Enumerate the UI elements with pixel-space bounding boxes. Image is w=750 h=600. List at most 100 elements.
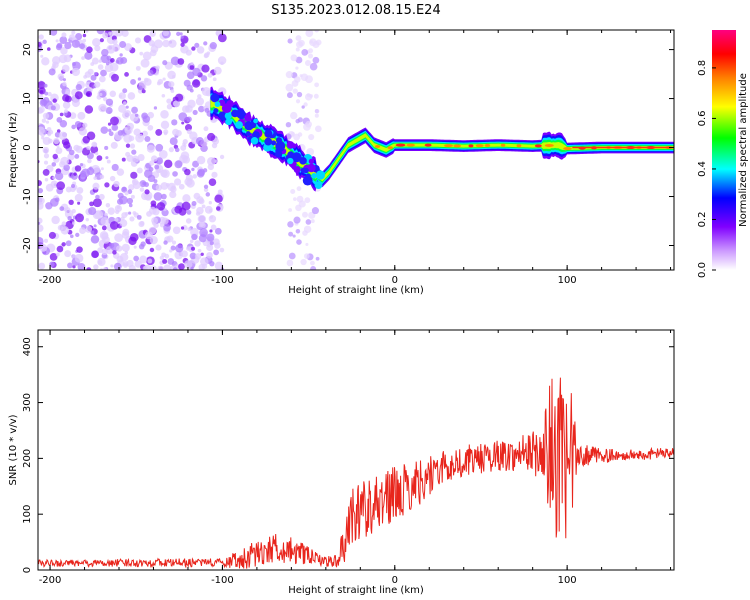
noise-blob xyxy=(110,264,114,268)
noise-blob xyxy=(60,156,69,166)
noise-blob xyxy=(315,39,322,46)
ridge-blob xyxy=(293,165,301,174)
noise-blob xyxy=(169,137,178,146)
noise-blob xyxy=(314,113,319,118)
noise-blob xyxy=(213,249,219,256)
noise-blob xyxy=(54,197,60,203)
noise-blob xyxy=(184,260,193,269)
noise-blob xyxy=(190,61,194,66)
noise-blob xyxy=(72,61,76,66)
noise-blob xyxy=(94,45,101,52)
noise-blob xyxy=(208,208,213,213)
ridge-blob xyxy=(291,152,302,163)
noise-blob xyxy=(74,91,83,100)
noise-blob xyxy=(91,250,99,259)
noise-blob xyxy=(153,179,158,184)
noise-blob xyxy=(309,40,313,44)
noise-blob xyxy=(47,47,51,51)
noise-blob xyxy=(145,194,152,201)
noise-blob xyxy=(143,77,149,83)
noise-blob xyxy=(206,244,214,252)
noise-blob xyxy=(295,228,301,234)
noise-blob xyxy=(41,118,47,123)
noise-blob xyxy=(172,267,178,270)
noise-blob xyxy=(208,215,217,223)
noise-blob xyxy=(303,102,308,107)
noise-blob xyxy=(93,224,97,228)
noise-blob xyxy=(161,169,170,178)
noise-blob xyxy=(149,49,157,57)
noise-blob xyxy=(154,164,160,170)
noise-blob xyxy=(288,252,296,260)
noise-blob xyxy=(311,207,319,215)
noise-blob xyxy=(109,175,116,182)
noise-blob xyxy=(158,149,168,159)
noise-blob xyxy=(116,168,125,176)
noise-blob xyxy=(84,225,93,233)
noise-blob xyxy=(196,196,204,204)
ridge-hotspot xyxy=(387,146,393,150)
noise-blob xyxy=(171,119,178,126)
noise-blob xyxy=(171,240,177,245)
ridge-hotspot xyxy=(444,144,454,148)
noise-blob xyxy=(97,247,104,254)
noise-blob xyxy=(119,53,123,57)
noise-blob xyxy=(97,64,104,70)
noise-blob xyxy=(166,98,172,104)
noise-blob xyxy=(111,73,119,82)
noise-blob xyxy=(214,227,222,235)
noise-blob xyxy=(38,262,46,270)
noise-blob xyxy=(144,231,153,240)
noise-blob xyxy=(103,96,108,102)
noise-blob xyxy=(209,229,213,233)
noise-blob xyxy=(156,202,166,211)
noise-blob xyxy=(291,80,299,87)
noise-blob xyxy=(75,84,82,91)
noise-blob xyxy=(290,111,298,120)
ridge-blob xyxy=(250,136,259,145)
noise-blob xyxy=(124,127,128,131)
noise-blob xyxy=(108,131,114,137)
noise-blob xyxy=(157,78,164,85)
noise-blob xyxy=(184,168,191,176)
ridge-blob xyxy=(218,111,227,120)
noise-blob xyxy=(290,188,296,195)
noise-blob xyxy=(205,192,211,197)
noise-blob xyxy=(172,171,178,177)
noise-blob xyxy=(196,46,205,54)
noise-blob xyxy=(114,217,119,222)
noise-blob xyxy=(65,240,72,247)
ridge-blob xyxy=(252,131,260,139)
noise-blob xyxy=(57,73,65,80)
noise-blob xyxy=(170,56,180,66)
noise-blob xyxy=(99,231,109,240)
noise-blob xyxy=(48,231,57,239)
ridge-hotspot xyxy=(475,144,484,148)
noise-blob xyxy=(163,240,168,245)
noise-blob xyxy=(45,120,50,124)
noise-blob xyxy=(74,165,82,172)
noise-blob xyxy=(61,64,70,73)
noise-blob xyxy=(189,239,194,244)
noise-blob xyxy=(149,160,155,166)
noise-blob xyxy=(137,153,145,162)
colorbar-gradient xyxy=(712,30,736,270)
noise-blob xyxy=(219,247,225,253)
noise-blob xyxy=(312,56,320,64)
noise-blob xyxy=(82,38,87,43)
colorbar-tick-label: 0.4 xyxy=(697,161,708,177)
noise-blob xyxy=(140,241,146,247)
noise-blob xyxy=(314,108,320,114)
noise-blob xyxy=(186,178,195,188)
noise-blob xyxy=(38,187,44,194)
noise-blob xyxy=(56,245,64,253)
x-tick-label: 100 xyxy=(558,575,577,586)
noise-blob xyxy=(98,193,105,201)
noise-blob xyxy=(174,205,183,214)
noise-blob xyxy=(214,261,224,270)
noise-blob xyxy=(297,117,303,123)
noise-blob xyxy=(71,221,76,225)
noise-blob xyxy=(296,91,303,98)
noise-blob xyxy=(47,91,52,97)
noise-blob xyxy=(209,241,214,246)
